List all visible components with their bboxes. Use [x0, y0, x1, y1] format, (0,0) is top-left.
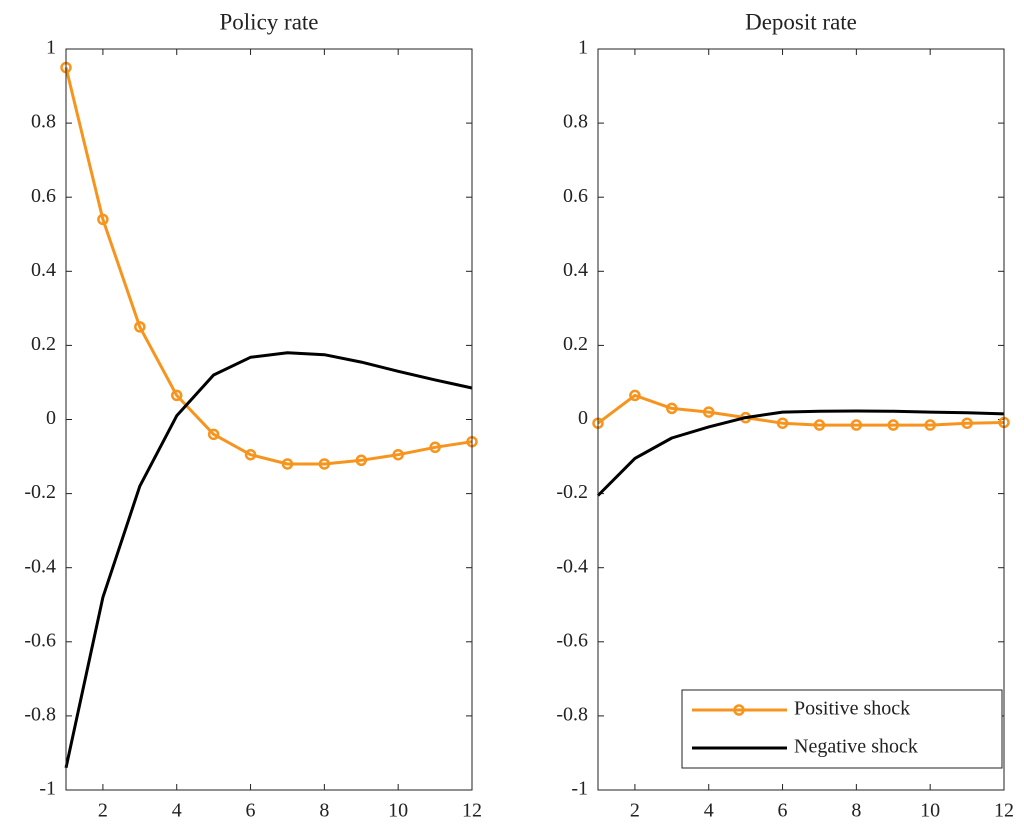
legend-label: Negative shock — [794, 736, 918, 758]
y-tick-label: 0.2 — [563, 333, 588, 355]
axes-box — [597, 48, 1005, 791]
y-tick-label: 0.8 — [563, 111, 588, 133]
y-tick-label: 0.4 — [31, 259, 56, 281]
marker — [355, 454, 368, 467]
x-tick-label: 6 — [246, 800, 256, 822]
y-tick-label: 0.4 — [563, 259, 588, 281]
marker — [776, 417, 789, 429]
marker — [813, 419, 826, 431]
axes-box — [65, 48, 473, 791]
marker — [170, 389, 183, 402]
y-tick-label: 0.6 — [563, 185, 588, 207]
y-tick-label: -0.4 — [556, 555, 588, 577]
y-tick-label: 0.8 — [31, 111, 56, 133]
legend-marker — [733, 704, 745, 716]
x-tick-label: 2 — [98, 800, 108, 822]
y-tick-label: 0.6 — [31, 185, 56, 207]
x-tick-label: 10 — [920, 800, 940, 822]
series-line — [596, 409, 1005, 497]
x-tick-label: 2 — [630, 800, 640, 822]
marker — [850, 419, 863, 431]
x-tick-label: 6 — [778, 800, 788, 822]
marker — [924, 419, 936, 431]
marker — [702, 406, 715, 418]
marker — [887, 419, 900, 431]
legend-box — [681, 689, 1003, 769]
y-tick-label: -1 — [571, 778, 588, 800]
y-tick-label: 0 — [46, 407, 56, 429]
x-tick-label: 12 — [462, 800, 482, 822]
y-tick-label: -0.4 — [24, 555, 56, 577]
legend-label: Positive shock — [794, 698, 910, 720]
x-tick-label: 8 — [319, 800, 329, 822]
chart-title: Deposit rate — [745, 9, 857, 34]
x-tick-label: 4 — [172, 800, 182, 822]
marker — [97, 213, 109, 226]
y-tick-label: -0.8 — [24, 703, 56, 725]
y-tick-label: 0.2 — [31, 333, 56, 355]
y-tick-label: -0.6 — [556, 629, 588, 651]
y-tick-label: -1 — [39, 778, 56, 800]
y-tick-label: 0 — [578, 407, 588, 429]
series-line — [64, 67, 473, 466]
marker — [207, 428, 220, 441]
chart-title: Policy rate — [220, 9, 319, 34]
marker — [961, 417, 973, 429]
marker — [318, 458, 331, 470]
marker — [392, 448, 404, 461]
series-line — [597, 393, 1005, 427]
marker — [629, 389, 641, 402]
y-tick-label: -0.8 — [556, 703, 588, 725]
y-tick-label: -0.2 — [556, 481, 588, 503]
marker — [666, 402, 678, 415]
x-tick-label: 4 — [704, 800, 714, 822]
y-tick-label: -0.6 — [24, 629, 56, 651]
x-tick-label: 12 — [994, 800, 1014, 822]
marker — [134, 321, 146, 333]
y-tick-label: -0.2 — [24, 481, 56, 503]
series-line — [64, 351, 473, 769]
x-tick-label: 10 — [388, 800, 408, 822]
marker — [281, 458, 294, 470]
x-tick-label: 8 — [851, 800, 861, 822]
marker — [244, 448, 257, 461]
marker — [429, 441, 441, 454]
y-tick-label: 1 — [46, 37, 56, 59]
y-tick-label: 1 — [578, 37, 588, 59]
